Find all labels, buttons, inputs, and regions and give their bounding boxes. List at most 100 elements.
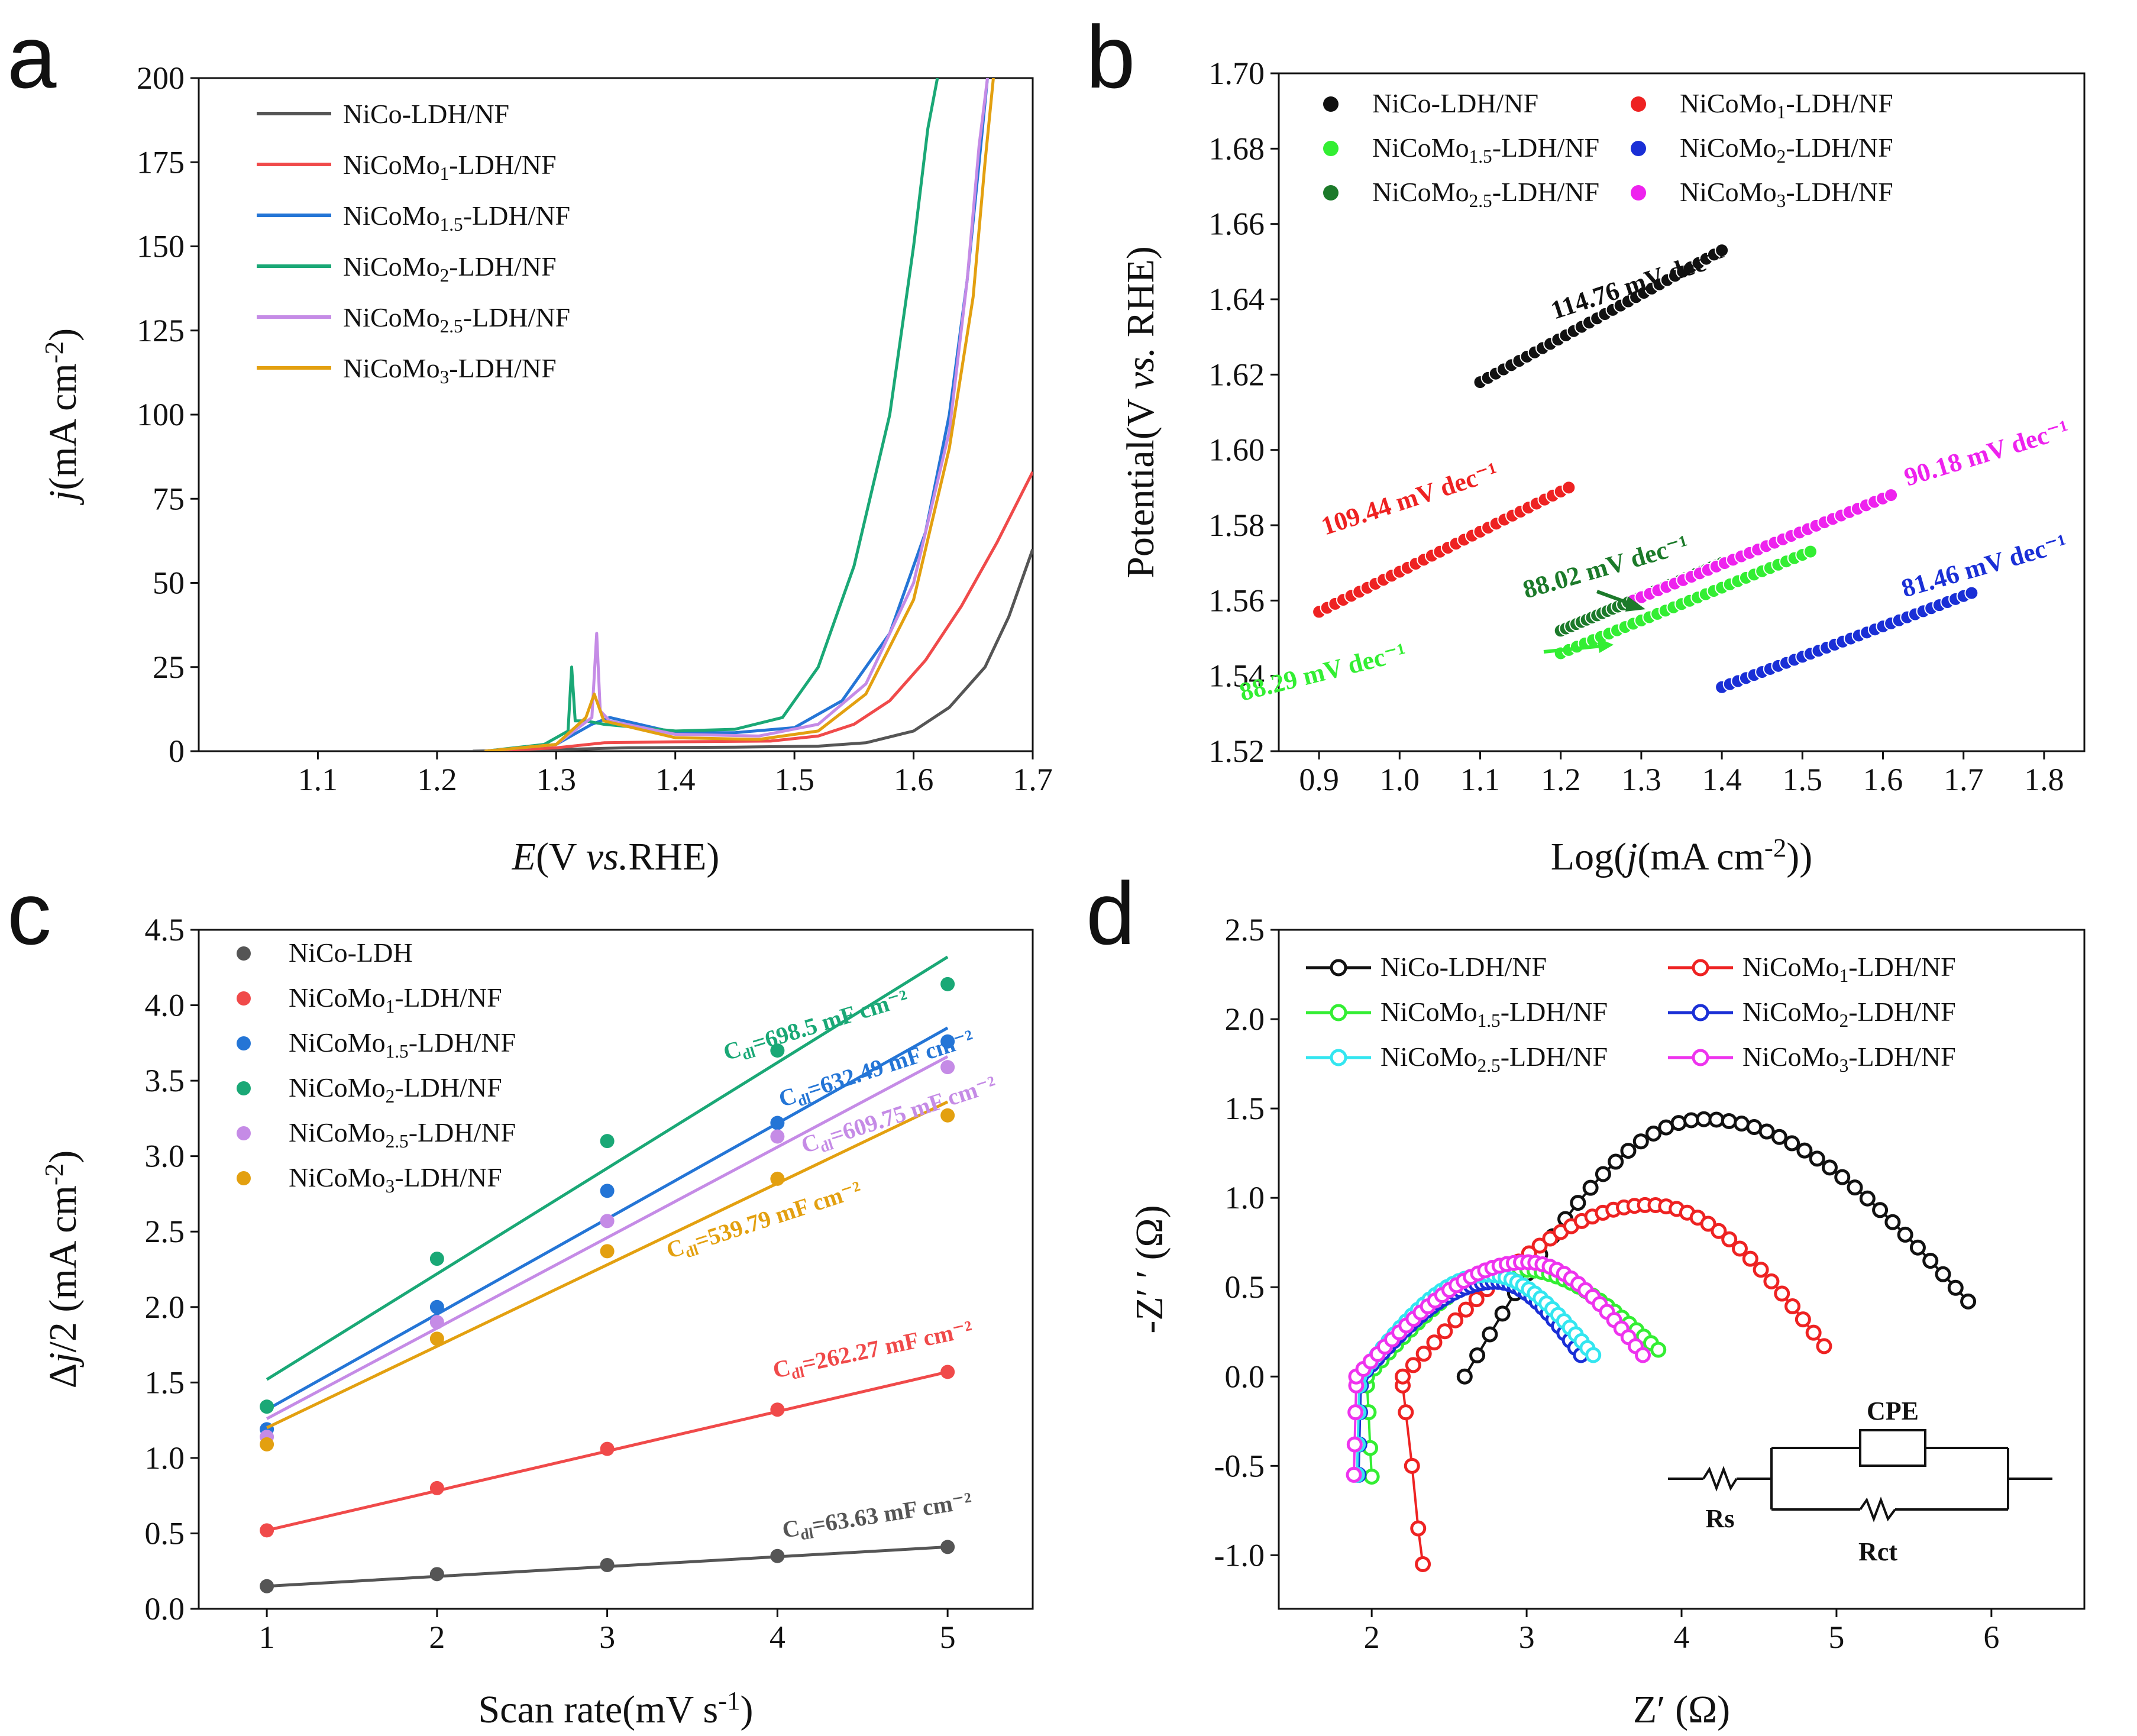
- data-point: [429, 1299, 444, 1314]
- data-point: [1909, 1239, 1926, 1256]
- x-tick-label: 1.4: [655, 762, 696, 797]
- legend-label: NiCoMo3-LDH/NF: [1742, 1042, 1956, 1076]
- legend-label: NiCoMo1-LDH/NF: [343, 150, 557, 184]
- series-line: [484, 78, 989, 751]
- x-tick-label: 5: [940, 1619, 956, 1655]
- y-tick-label: 0.5: [145, 1515, 185, 1551]
- data-point: [1494, 1305, 1511, 1322]
- data-point: [940, 1540, 955, 1554]
- data-point: [1398, 1404, 1414, 1421]
- panel-letter: b: [1086, 7, 1135, 106]
- data-point: [429, 1331, 444, 1346]
- arrow-head: [1597, 638, 1614, 653]
- y-tick-label: 1.0: [145, 1440, 185, 1476]
- data-point: [1715, 243, 1729, 258]
- legend-label: NiCoMo3-LDH/NF: [1680, 177, 1893, 211]
- data-point: [1395, 1368, 1411, 1385]
- data-point: [1426, 1334, 1443, 1351]
- legend: NiCo-LDH/NF NiCoMo1-LDH/NF NiCoMo1.5-LDH/N…: [1323, 88, 1893, 211]
- data-point: [940, 1034, 955, 1049]
- data-point: [1405, 1357, 1421, 1373]
- legend-marker: [1323, 185, 1339, 201]
- series: [1473, 243, 1729, 390]
- y-tick-label: 0.5: [1225, 1269, 1265, 1305]
- y-tick-label: 1.5: [1225, 1091, 1265, 1126]
- data-point: [260, 1399, 274, 1414]
- data-point: [1700, 1215, 1716, 1232]
- legend-label: NiCoMo2-LDH/NF: [343, 251, 557, 286]
- x-tick-label: 1.3: [536, 762, 577, 797]
- y-tick-label: 3.0: [145, 1139, 185, 1174]
- slope-label: 114.76 mV dec⁻¹: [1547, 241, 1729, 325]
- data-point: [1796, 1142, 1813, 1159]
- x-tick-label: 1.1: [1460, 762, 1501, 797]
- data-point: [429, 1252, 444, 1266]
- y-tick-label: 4.0: [145, 988, 185, 1023]
- legend-label: NiCoMo1-LDH/NF: [1680, 88, 1893, 122]
- panel-letter: d: [1086, 864, 1135, 963]
- legend-label: NiCoMo3-LDH/NF: [343, 353, 557, 387]
- data-point: [1347, 1404, 1364, 1421]
- x-tick-label: 1.6: [894, 762, 934, 797]
- x-tick-label: 1.5: [1783, 762, 1823, 797]
- x-tick-label: 1.7: [1013, 762, 1053, 797]
- data-point: [770, 1043, 785, 1058]
- x-tick-label: 3: [1519, 1619, 1535, 1655]
- data-point: [1922, 1253, 1939, 1269]
- data-point: [1708, 1111, 1725, 1128]
- arrow-head: [1625, 596, 1645, 612]
- axes: 0.9 1.0 1.1 1.2 1.3 1.4 1.5 1.6 1.7 1.8 1.52 1.54 1.…: [1209, 56, 2086, 797]
- data-point: [429, 1567, 444, 1582]
- x-axis-title: Scan rate(mV s-1): [478, 1686, 753, 1731]
- y-tick-label: 2.0: [1225, 1001, 1265, 1037]
- data-point: [1645, 1126, 1662, 1142]
- series: [1626, 488, 1899, 608]
- y-tick-label: 175: [137, 144, 185, 180]
- y-tick-label: 1.56: [1209, 583, 1265, 618]
- legend-label: NiCoMo1.5-LDH/NF: [343, 201, 570, 235]
- data-point: [1468, 1291, 1485, 1308]
- arrow-88-02: [1596, 590, 1634, 606]
- y-tick-label: 1.62: [1209, 357, 1265, 392]
- data-point: [1816, 1338, 1832, 1354]
- legend-marker: [1692, 1004, 1709, 1021]
- y-tick-label: 1.70: [1209, 56, 1265, 91]
- y-tick-label: 0.0: [145, 1591, 185, 1627]
- x-axis-title: Log(j(mA cm-2)): [1551, 833, 1812, 878]
- series-line: [1401, 1204, 1825, 1564]
- legend-label: NiCoMo2-LDH/NF: [1680, 132, 1893, 167]
- series-line: [484, 471, 1033, 751]
- y-tick-label: 125: [137, 313, 185, 348]
- y-tick-label: 1.58: [1209, 507, 1265, 543]
- slope-label: 88.29 mV dec⁻¹: [1237, 637, 1409, 706]
- x-tick-label: 1.1: [298, 762, 338, 797]
- data-point: [1733, 1116, 1750, 1132]
- data-point: [1897, 1226, 1913, 1243]
- data-point: [1805, 1324, 1822, 1341]
- series-plot: [260, 955, 955, 1593]
- data-point: [1753, 1262, 1769, 1278]
- data-point: [1763, 1273, 1780, 1289]
- legend-marker: [1323, 96, 1339, 112]
- data-point: [1363, 1468, 1380, 1485]
- data-point: [1721, 1231, 1738, 1247]
- data-point: [429, 1315, 444, 1330]
- data-point: [1935, 1266, 1951, 1282]
- slope-labels: 114.76 mV dec⁻¹ 109.44 mV dec⁻¹ 88.29 mV d…: [1237, 241, 2073, 707]
- y-axis-title: Δj/2 (mA cm-2): [39, 1150, 85, 1388]
- legend-label: NiCoMo1.5-LDH/NF: [289, 1027, 516, 1062]
- x-tick-label: 1.8: [2024, 762, 2064, 797]
- x-tick-label: 2: [429, 1619, 445, 1655]
- slope-label: 81.46 mV dec⁻¹: [1898, 528, 2070, 603]
- y-tick-label: -1.0: [1214, 1537, 1265, 1573]
- data-point: [1834, 1169, 1851, 1185]
- data-point: [1721, 1113, 1737, 1129]
- data-point: [1447, 1312, 1464, 1328]
- legend: NiCo-LDH NiCoMo1-LDH/NF NiCoMo1.5-LDH/NF Ni…: [237, 937, 516, 1197]
- y-axis-title: -Z′ ′ (Ω): [1128, 1205, 1171, 1333]
- data-point: [1803, 544, 1818, 559]
- data-point: [1404, 1457, 1420, 1474]
- series-points: [1312, 243, 1979, 694]
- x-tick-label: 1.3: [1621, 762, 1661, 797]
- data-point: [1711, 1223, 1727, 1239]
